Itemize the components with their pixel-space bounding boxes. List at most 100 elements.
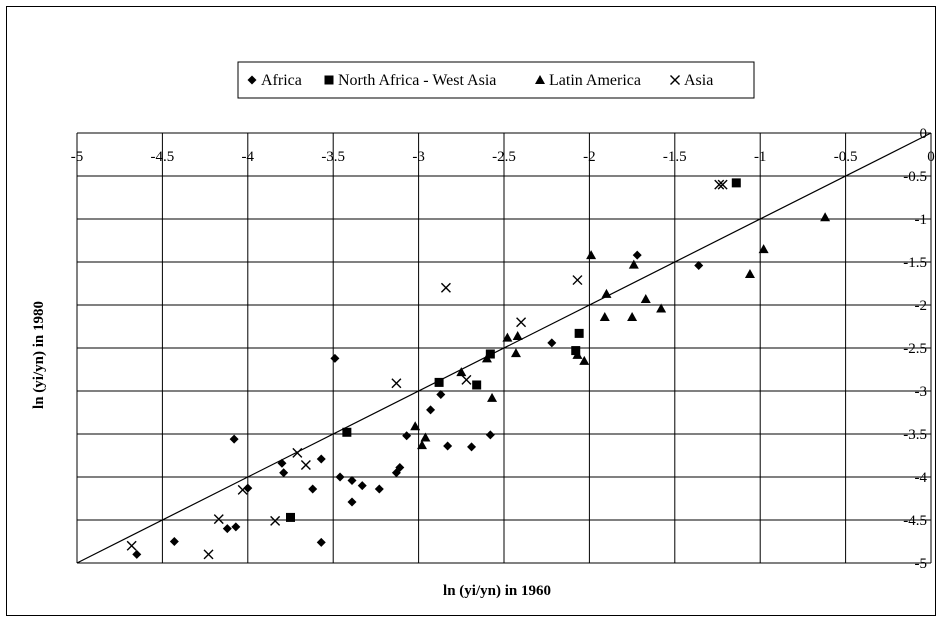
legend-label-asia: Asia	[684, 72, 713, 89]
x-tick-label: 0	[927, 149, 935, 165]
north-africa-west-asia-point	[731, 178, 741, 188]
asia-point	[203, 549, 214, 560]
latin-america-point	[456, 367, 467, 377]
africa-point	[694, 260, 704, 270]
asia-point	[717, 179, 728, 190]
x-tick-label: -4	[242, 149, 255, 165]
latin-america-point	[744, 269, 755, 279]
latin-america-point	[601, 288, 612, 298]
africa-point	[316, 454, 326, 464]
asia-point	[126, 540, 137, 551]
latin-america-point	[481, 353, 492, 363]
africa-point	[316, 537, 326, 547]
cross-stroke	[237, 484, 248, 495]
reference-line-group	[76, 132, 932, 564]
x-axis-ticks: -5 -4.5 -4 -3.5 -3 -2.5 -2 -1.5 -1 -0.5 0	[71, 149, 935, 165]
africa-point	[443, 441, 453, 451]
cross-stroke	[461, 374, 472, 385]
africa-point	[467, 442, 477, 452]
africa-point	[547, 338, 557, 348]
latin-america-point	[502, 332, 513, 342]
africa-point	[357, 481, 367, 491]
africa-point	[347, 475, 357, 485]
y-axis-ticks: 0 -0.5 -1 -1.5 -2 -2.5 -3 -3.5 -4 -4.5 -5	[903, 126, 927, 572]
latin-america-point	[510, 348, 521, 358]
latin-america-point	[586, 250, 597, 260]
cross-stroke	[391, 378, 402, 389]
cross-stroke	[717, 179, 728, 190]
africa-point	[279, 468, 289, 478]
x-axis-title: ln (yi/yn) in 1960	[443, 583, 551, 599]
x-tick-label: -3	[412, 149, 425, 165]
cross-stroke	[203, 549, 214, 560]
y-tick-label: -3.5	[903, 427, 927, 443]
asia-point	[270, 515, 281, 526]
y-tick-label: -1.5	[903, 255, 927, 271]
x-tick-label: -2.5	[492, 149, 516, 165]
latin-america-point	[410, 421, 421, 431]
north-africa-west-asia-point	[472, 380, 482, 390]
legend-label-latin-america: Latin America	[549, 72, 641, 89]
latin-america-point	[820, 212, 831, 222]
legend-marker-asia	[670, 75, 680, 85]
legend-marker-africa	[247, 75, 257, 85]
y-tick-label: -1	[915, 212, 928, 228]
africa-point	[243, 483, 253, 493]
x-tick-label: -4.5	[151, 149, 175, 165]
africa-point	[277, 458, 287, 468]
series-latin-america	[410, 212, 831, 450]
series-north-africa-west-asia	[286, 178, 741, 522]
africa-point	[222, 524, 232, 534]
cross-stroke	[670, 75, 680, 85]
x-tick-label: -3.5	[321, 149, 345, 165]
x-tick-label: -1.5	[663, 149, 687, 165]
asia-point	[213, 514, 224, 525]
africa-point	[169, 537, 179, 546]
north-africa-west-asia-point	[342, 427, 352, 437]
latin-america-point	[640, 293, 651, 303]
x-tick-label: -2	[583, 149, 596, 165]
latin-america-point	[627, 312, 638, 322]
asia-point	[714, 179, 725, 190]
africa-point	[132, 549, 142, 559]
africa-point	[231, 522, 241, 532]
legend-marker-latin-america	[535, 75, 545, 84]
legend-box	[237, 61, 755, 99]
asia-point	[572, 275, 583, 286]
y-tick-label: -5	[915, 556, 928, 572]
latin-america-point	[599, 312, 610, 322]
cross-stroke	[270, 515, 281, 526]
africa-point	[335, 472, 345, 482]
latin-america-point	[758, 244, 769, 254]
asia-point	[300, 459, 311, 470]
latin-america-point	[628, 259, 639, 269]
y-tick-label: -2	[915, 298, 928, 314]
africa-point	[229, 434, 239, 444]
legend-label-north-africa-west-asia: North Africa - West Asia	[338, 72, 496, 89]
cross-stroke	[213, 514, 224, 525]
legend: Africa North Africa - West Asia Latin Amer…	[237, 61, 755, 99]
latin-america-point	[417, 440, 428, 450]
y-tick-label: -2.5	[903, 341, 927, 357]
africa-point	[632, 250, 642, 260]
asia-point	[440, 282, 451, 293]
legend-marker-north-africa-west-asia	[324, 75, 334, 85]
africa-point	[436, 389, 446, 399]
x-tick-label: -1	[754, 149, 767, 165]
scatter-chart: Africa North Africa - West Asia Latin Amer…	[31, 61, 935, 599]
latin-america-point	[512, 330, 523, 340]
y-tick-label: -3	[915, 384, 928, 400]
chart-frame: Africa North Africa - West Asia Latin Amer…	[6, 6, 936, 616]
africa-point	[395, 463, 405, 473]
africa-point	[308, 484, 318, 494]
y-axis-title: ln (yi/yn) in 1980	[31, 301, 47, 409]
africa-point	[402, 431, 412, 441]
north-africa-west-asia-point	[574, 328, 584, 338]
gridlines	[76, 132, 932, 564]
series-africa	[132, 250, 704, 559]
north-africa-west-asia-point	[286, 512, 295, 522]
latin-america-point	[487, 392, 498, 402]
y-tick-label: -0.5	[903, 169, 927, 185]
x-tick-label: -5	[71, 149, 84, 165]
asia-point	[461, 374, 472, 385]
